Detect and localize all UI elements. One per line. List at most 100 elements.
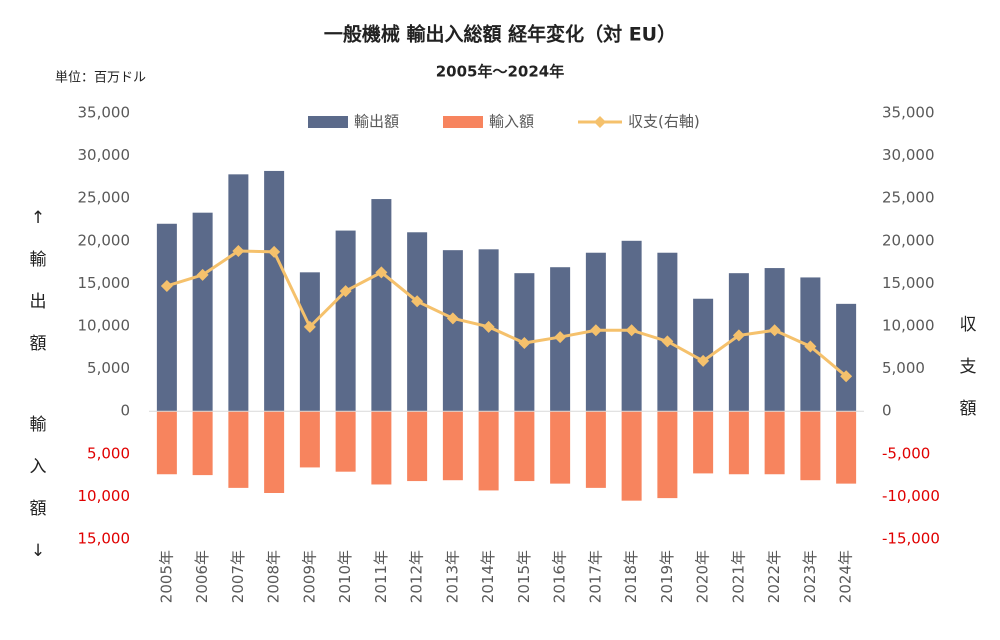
y-tick-label: 15,000 — [78, 274, 131, 292]
x-tick-label: 2024年 — [837, 550, 855, 603]
balance-marker — [232, 245, 245, 258]
bar — [407, 232, 428, 412]
balance-marker — [768, 324, 781, 337]
bar — [550, 411, 571, 484]
x-tick-label: 2014年 — [479, 550, 497, 603]
bar — [478, 411, 499, 491]
y-tick-label: 15,000 — [78, 530, 131, 548]
x-tick-label: 2012年 — [408, 550, 426, 603]
bar — [442, 250, 463, 412]
x-tick-label: 2023年 — [801, 550, 819, 603]
x-tick-label: 2020年 — [694, 550, 712, 603]
balance-marker — [482, 320, 495, 333]
bar — [299, 411, 320, 468]
x-tick-label: 2013年 — [443, 550, 461, 603]
legend-marker — [594, 116, 606, 128]
bar — [335, 411, 356, 472]
bar — [442, 411, 463, 481]
x-tick-label: 2010年 — [336, 550, 354, 603]
y-tick-label: 10,000 — [78, 317, 131, 335]
bar — [657, 252, 678, 412]
y-tick-label: 5,000 — [87, 444, 130, 462]
balance-line — [166, 249, 848, 378]
y2-tick-label: 35,000 — [882, 104, 935, 122]
bar — [371, 199, 392, 412]
legend-label: 収支(右軸) — [628, 113, 700, 131]
y2-tick-label: 20,000 — [882, 231, 935, 249]
bar — [764, 268, 785, 412]
x-tick-label: 2009年 — [300, 550, 318, 603]
y-axis-title-bottom: 輸入額↓ — [30, 415, 47, 561]
y2-tick-label: -10,000 — [882, 487, 940, 505]
x-tick-label: 2017年 — [586, 550, 604, 603]
y2-tick-label: 25,000 — [882, 189, 935, 207]
bar — [156, 411, 177, 475]
x-tick-label: 2006年 — [193, 550, 211, 603]
y2-tick-label: 10,000 — [882, 317, 935, 335]
x-tick-label: 2022年 — [765, 550, 783, 603]
legend-label: 輸出額 — [354, 113, 399, 131]
y-axis-title-top: ↑輸出額 — [30, 208, 47, 354]
y-tick-label: 0 — [120, 402, 130, 420]
y2-tick-label: -5,000 — [882, 444, 930, 462]
y2-tick-label: 5,000 — [882, 359, 925, 377]
y-tick-label: 30,000 — [78, 146, 131, 164]
chart-title: 一般機械 輸出入総額 経年変化（対 EU） — [324, 23, 676, 46]
y-tick-label: 25,000 — [78, 189, 131, 207]
balance-marker — [160, 279, 173, 292]
bar — [657, 411, 678, 499]
x-tick-label: 2018年 — [622, 550, 640, 603]
balance-marker — [196, 268, 209, 281]
bar — [371, 411, 392, 485]
balance-marker — [625, 324, 638, 337]
y2-axis-title: 収支額 — [960, 315, 977, 419]
bar — [192, 411, 213, 476]
x-tick-label: 2019年 — [658, 550, 676, 603]
bar — [836, 411, 857, 484]
bar — [514, 411, 535, 482]
y2-tick-label: 15,000 — [882, 274, 935, 292]
balance-marker — [268, 245, 281, 258]
balance-marker — [375, 266, 388, 279]
bar — [585, 411, 606, 488]
x-tick-label: 2008年 — [265, 550, 283, 603]
bar — [228, 411, 249, 488]
y2-tick-label: -15,000 — [882, 530, 940, 548]
balance-marker — [661, 335, 674, 348]
y2-tick-label: 30,000 — [882, 146, 935, 164]
balance-marker — [303, 320, 316, 333]
bar — [764, 411, 785, 475]
balance-marker — [840, 370, 853, 383]
legend-swatch — [443, 116, 483, 128]
legend-label: 輸入額 — [489, 113, 534, 131]
bar — [192, 212, 213, 412]
chart-subtitle: 2005年～2024年 — [436, 63, 565, 81]
balance-marker — [339, 285, 352, 298]
balance-marker — [732, 329, 745, 342]
bar — [728, 411, 749, 475]
y-tick-label: 20,000 — [78, 231, 131, 249]
y-tick-label: 10,000 — [78, 487, 131, 505]
bar — [228, 174, 249, 412]
bar — [621, 411, 642, 501]
bar — [693, 411, 714, 474]
bar — [407, 411, 428, 482]
balance-marker — [697, 354, 710, 367]
x-tick-label: 2005年 — [157, 550, 175, 603]
balance-marker — [554, 331, 567, 344]
bar — [335, 230, 356, 412]
bar — [299, 272, 320, 412]
x-tick-label: 2011年 — [372, 550, 390, 603]
x-tick-label: 2016年 — [551, 550, 569, 603]
bar — [264, 170, 285, 412]
unit-label: 単位：百万ドル — [55, 70, 146, 86]
x-tick-label: 2021年 — [729, 550, 747, 603]
y2-tick-label: 0 — [882, 402, 892, 420]
bar — [156, 223, 177, 412]
balance-marker — [518, 337, 531, 350]
legend-swatch — [308, 116, 348, 128]
y-tick-label: 5,000 — [87, 359, 130, 377]
x-tick-label: 2015年 — [515, 550, 533, 603]
y-tick-label: 35,000 — [78, 104, 131, 122]
